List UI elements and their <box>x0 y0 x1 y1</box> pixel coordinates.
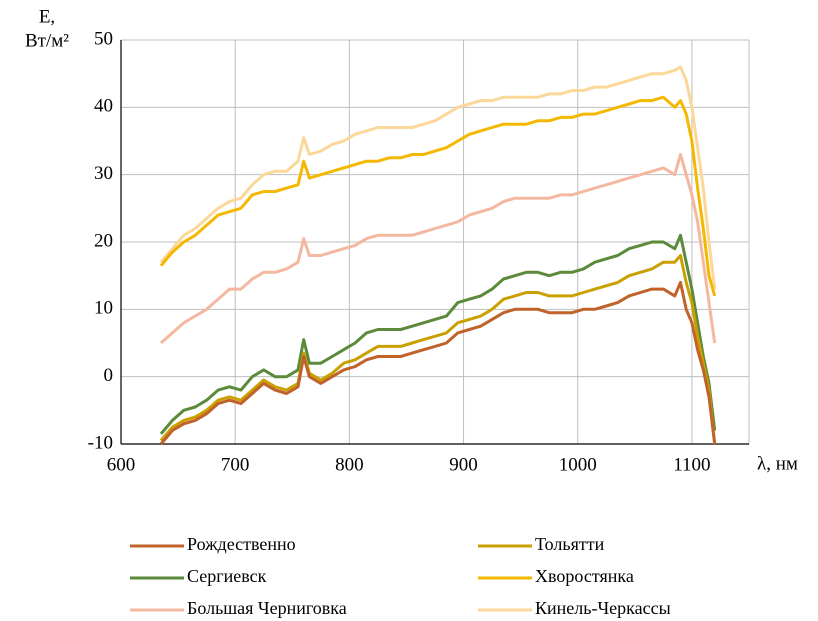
x-tick-label: 800 <box>335 454 364 475</box>
x-tick-label: 600 <box>107 454 136 475</box>
data-line <box>160 153 717 345</box>
y-axis-label: Вт/м² <box>25 30 69 51</box>
x-tick-label: 900 <box>449 454 478 475</box>
legend-label: Рождественно <box>187 534 296 554</box>
y-tick-label: 10 <box>94 298 113 319</box>
y-tick-label: 0 <box>104 365 114 386</box>
data-line <box>159 233 717 435</box>
legend-label: Хворостянка <box>535 566 634 586</box>
x-tick-label: 700 <box>221 454 250 475</box>
x-tick-label: 1000 <box>559 454 597 475</box>
y-axis-label: E, <box>39 6 55 27</box>
y-tick-label: 20 <box>94 230 113 251</box>
data-line <box>159 254 717 445</box>
x-tick-label: 1100 <box>673 454 710 475</box>
legend-label: Кинель-Черкассы <box>535 598 671 618</box>
data-line <box>159 95 717 297</box>
x-axis-label: λ, нм <box>757 453 798 474</box>
data-line <box>159 65 717 290</box>
y-tick-label: 40 <box>94 96 113 117</box>
y-tick-label: 30 <box>94 163 113 184</box>
y-tick-label: -10 <box>88 432 113 453</box>
legend-label: Тольятти <box>535 534 605 554</box>
y-tick-label: 50 <box>94 28 113 49</box>
data-line <box>159 280 717 445</box>
legend-label: Сергиевск <box>187 566 267 586</box>
legend-label: Большая Черниговка <box>187 598 347 618</box>
